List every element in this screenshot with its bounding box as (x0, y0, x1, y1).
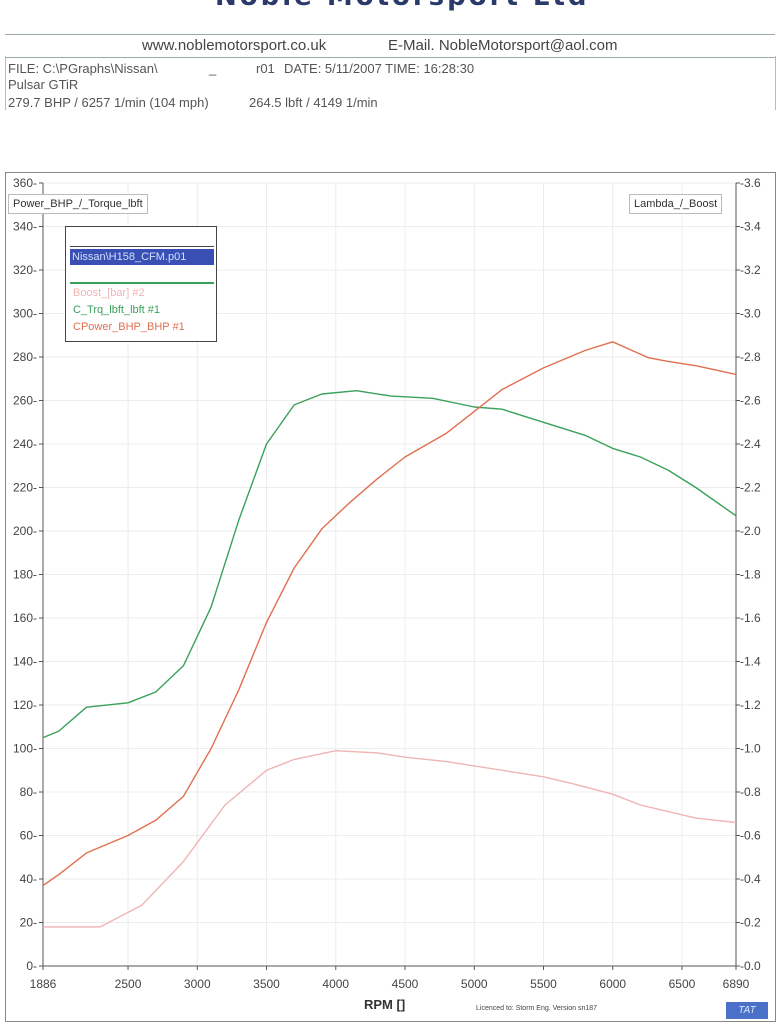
tick-label-left: 340- (13, 220, 37, 234)
licence-text: Licenced to: Storm Eng. Version sn187 (476, 1005, 598, 1012)
legend-file-selected[interactable]: Nissan\H158_CFM.p01 (70, 249, 214, 265)
tick-label-right: -0.6 (740, 829, 761, 843)
tick-label-right: -0.4 (740, 872, 761, 886)
tick-label-x: 5000 (461, 977, 488, 991)
tick-label-right: -3.4 (740, 220, 761, 234)
tick-label-left: 160- (13, 611, 37, 625)
tick-label-right: -3.0 (740, 307, 761, 321)
file-dash: _ (209, 61, 217, 76)
date-time: DATE: 5/11/2007 TIME: 16:28:30 (284, 61, 475, 76)
run-id: r01 (256, 61, 275, 76)
legend-entry-power[interactable]: CPower_BHP_BHP #1 (73, 321, 185, 333)
tick-label-left: 20- (20, 916, 37, 930)
tick-label-left: 260- (13, 394, 37, 408)
tick-label-x: 5500 (530, 977, 557, 991)
tick-label-left: 40- (20, 872, 37, 886)
tick-label-x: 4500 (392, 977, 419, 991)
tick-label-left: 60- (20, 829, 37, 843)
tick-label-right: -2.6 (740, 394, 761, 408)
tick-label-right: -2.2 (740, 481, 761, 495)
series-line-power (42, 341, 737, 887)
tick-label-left: 320- (13, 263, 37, 277)
tick-label-left: 360- (13, 176, 37, 190)
tick-label-right: -1.4 (740, 655, 761, 669)
legend-entry-boost[interactable]: Boost_[bar] #2 (73, 287, 145, 299)
tick-label-right: -3.2 (740, 263, 761, 277)
tick-label-x: 6890 (723, 977, 750, 991)
peak-torque: 264.5 lbft / 4149 1/min (249, 95, 378, 110)
tick-label-left: 300- (13, 307, 37, 321)
tick-label-left: 120- (13, 698, 37, 712)
tick-label-x: 6500 (669, 977, 696, 991)
contact-strip (5, 34, 775, 58)
tick-label-right: -1.6 (740, 611, 761, 625)
tick-label-right: -1.0 (740, 742, 761, 756)
tick-label-left: 180- (13, 568, 37, 582)
legend-entry-torque[interactable]: C_Trq_lbft_lbft #1 (73, 304, 161, 316)
tick-label-right: -2.0 (740, 524, 761, 538)
car-name: Pulsar GTiR (8, 77, 79, 92)
tick-label-left: 280- (13, 350, 37, 364)
tick-label-x: 1886 (30, 977, 57, 991)
tick-label-right: -1.2 (740, 698, 761, 712)
x-axis-title: RPM [] (364, 997, 406, 1012)
peak-power: 279.7 BHP / 6257 1/min (104 mph) (8, 95, 209, 110)
tick-label-x: 2500 (115, 977, 142, 991)
company-banner: Noble Motorsport Ltd (215, 0, 590, 12)
tick-label-right: -0.0 (740, 959, 761, 973)
tick-label-left: 220- (13, 481, 37, 495)
tick-label-x: 3500 (253, 977, 280, 991)
tat-badge[interactable]: TAT (726, 1002, 768, 1019)
tick-label-left: 140- (13, 655, 37, 669)
right-axis-title: Lambda_/_Boost (629, 194, 723, 214)
tick-label-x: 3000 (184, 977, 211, 991)
tick-label-right: -2.4 (740, 437, 761, 451)
legend: Nissan\H158_CFM.p01 Boost_[bar] #2 C_Trq… (65, 226, 217, 342)
website-link[interactable]: www.noblemotorsport.co.uk (142, 37, 327, 54)
left-axis-title: Power_BHP_/_Torque_lbft (8, 194, 148, 214)
tick-label-left: 80- (20, 785, 37, 799)
tick-label-x: 6000 (599, 977, 626, 991)
series-line-boost (43, 750, 737, 928)
tick-label-left: 100- (13, 742, 37, 756)
tick-label-left: 240- (13, 437, 37, 451)
tick-label-left: 200- (13, 524, 37, 538)
legend-divider (70, 246, 214, 247)
info-border-left (5, 56, 6, 110)
email-link[interactable]: E-Mail. NobleMotorsport@aol.com (388, 37, 618, 54)
tick-label-right: -1.8 (740, 568, 761, 582)
tick-label-right: -0.8 (740, 785, 761, 799)
legend-divider-green (70, 282, 214, 284)
tick-label-right: -3.6 (740, 176, 761, 190)
tick-label-left: 0- (26, 959, 37, 973)
chart-frame (5, 172, 776, 1022)
tick-label-right: -2.8 (740, 350, 761, 364)
tick-label-right: -0.2 (740, 916, 761, 930)
info-border-right (775, 56, 776, 110)
tick-label-x: 4000 (322, 977, 349, 991)
series-line-torque (42, 390, 737, 739)
file-path: FILE: C:\PGraphs\Nissan\ (8, 61, 158, 76)
